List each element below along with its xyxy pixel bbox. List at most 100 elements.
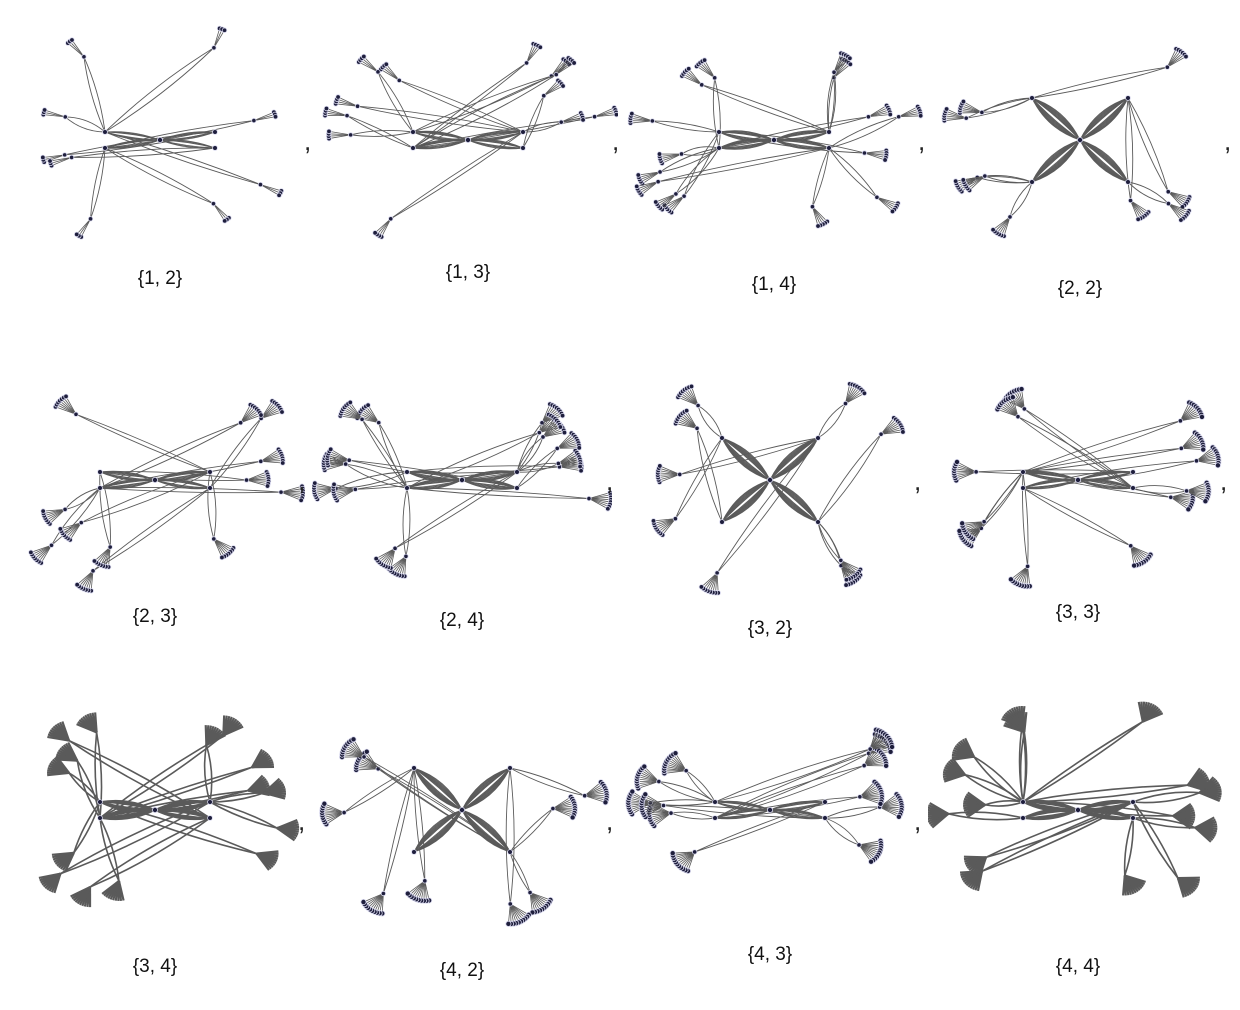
graph-edge [1080, 140, 1128, 182]
graph-edge [966, 98, 1032, 118]
graph-edge [1080, 140, 1128, 182]
graph-edge [399, 80, 523, 132]
graph-node [630, 789, 635, 794]
panel-label: {1, 4} [624, 274, 924, 296]
graph-edge [1080, 98, 1128, 140]
graph-node [561, 84, 566, 89]
graph-node [583, 794, 587, 798]
graph-figure [312, 350, 612, 620]
graph-edge [722, 480, 770, 522]
graph-node [327, 129, 332, 134]
graph-node [1131, 470, 1136, 475]
graph-edge [462, 768, 510, 810]
graph-edge [1032, 67, 1167, 98]
graph-node [411, 130, 416, 135]
graph-node [848, 56, 853, 61]
graph-node [810, 204, 814, 208]
graph-edge [770, 438, 818, 480]
graph-node [606, 506, 611, 511]
graph-node [537, 430, 541, 434]
graph-node [404, 554, 408, 558]
panel-label: {4, 2} [312, 960, 612, 982]
graph-edge [378, 72, 413, 132]
graph-edge [1032, 98, 1080, 140]
graph-node [1179, 218, 1184, 223]
graph-edge [818, 404, 845, 438]
graph-node [832, 70, 836, 74]
graph-node [252, 118, 256, 122]
graph-node [244, 478, 248, 482]
graph-node [98, 486, 103, 491]
graph-edge [1080, 140, 1128, 182]
graph-node [459, 807, 464, 812]
graph-figure [318, 10, 618, 280]
graph-node [332, 482, 337, 487]
separator-comma: , [918, 126, 925, 157]
graph-node [213, 130, 218, 135]
graph-node [661, 803, 665, 807]
graph-node [29, 550, 34, 555]
graph-node [634, 184, 639, 189]
graph-edge [1080, 140, 1128, 182]
graph-node [98, 816, 103, 821]
graph-node [374, 556, 379, 561]
graph-edge [462, 810, 510, 852]
graph-edge [698, 406, 722, 438]
graph-panel-3-2: {3, 2} [620, 350, 920, 680]
graph-edge [1080, 98, 1128, 140]
graph-node [767, 807, 772, 812]
graph-node [74, 232, 79, 237]
graph-node [222, 28, 227, 33]
graph-node [42, 108, 47, 113]
graph-node [212, 46, 216, 50]
graph-node [345, 113, 349, 117]
graph-node [521, 130, 526, 135]
graph-panel-4-4: {4, 4} [928, 680, 1228, 1010]
graph-node [1194, 459, 1198, 463]
graph-edge [1080, 98, 1128, 140]
graph-node [362, 54, 367, 59]
graph-node [699, 585, 704, 590]
graph-node [890, 209, 895, 214]
graph-node [41, 155, 46, 160]
graph-edge [812, 148, 829, 207]
graph-panel-2-3: {2, 3} [5, 350, 305, 680]
graph-node [1129, 544, 1133, 548]
graph-edge [462, 768, 510, 810]
graph-node [862, 763, 866, 767]
graph-edge [1080, 98, 1128, 140]
graph-node [686, 66, 691, 71]
graph-node [991, 227, 996, 232]
graph-figure [5, 350, 305, 620]
graph-edge [722, 480, 770, 522]
graph-node [883, 158, 888, 163]
graph-edge [770, 438, 818, 480]
graph-edge [948, 814, 1023, 820]
graph-node [980, 110, 984, 114]
graph-node [405, 891, 410, 896]
graph-edge [1128, 182, 1168, 204]
graph-edge [1032, 98, 1080, 140]
graph-edge [1032, 98, 1080, 140]
graph-edge [686, 771, 715, 802]
graph-figure [312, 680, 612, 950]
graph-node [1165, 65, 1169, 69]
graph-edge [72, 148, 215, 157]
graph-node [58, 527, 63, 532]
graph-node [542, 94, 546, 98]
graph-node [1075, 477, 1080, 482]
graph-panel-1-3: {1, 3} [318, 10, 618, 340]
graph-edge [1032, 98, 1080, 140]
graph-edge [210, 802, 277, 828]
graph-edge [362, 419, 407, 488]
graph-node [211, 201, 215, 205]
graph-edge [1080, 140, 1128, 182]
graph-node [555, 446, 559, 450]
graph-node [524, 61, 528, 65]
graph-node [362, 755, 366, 759]
graph-edge [1128, 98, 1168, 192]
graph-edge [462, 768, 510, 810]
graph-edge [347, 116, 413, 148]
graph-edge [984, 472, 1023, 522]
graph-node [720, 520, 725, 525]
